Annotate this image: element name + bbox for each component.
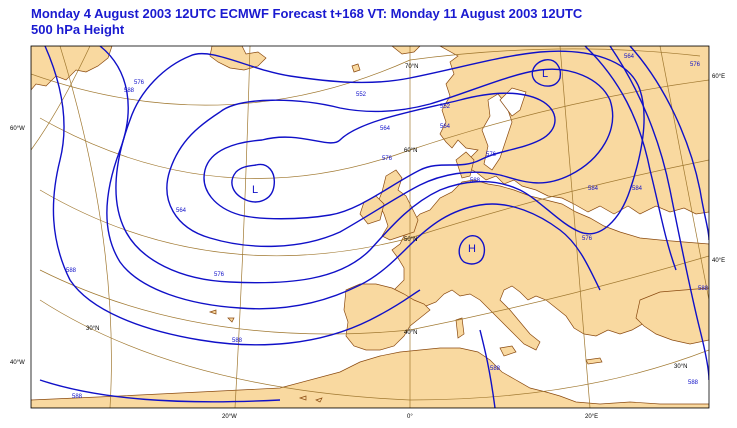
land-azores: [208, 309, 235, 323]
land-canaries: [298, 395, 323, 403]
contour-label: 564: [380, 126, 391, 132]
contour-label: 588: [72, 394, 83, 400]
land-crete: [585, 357, 603, 365]
right-label-40e: 40°E: [712, 258, 725, 264]
low-atlantic-label: L: [252, 184, 258, 196]
pressure-centers: L L H: [252, 68, 548, 255]
contour-label: 588: [66, 268, 77, 274]
contour-label: 564: [176, 208, 187, 214]
contour-592-south: [39, 379, 281, 403]
contour-576: [115, 50, 645, 284]
contour-label: 588: [698, 286, 709, 292]
land-greenland: [31, 46, 113, 91]
lat-30n: [39, 299, 709, 401]
map-subtitle: 500 hPa Height: [31, 22, 125, 37]
contour-label: 552: [356, 92, 367, 98]
contour-label: 576: [690, 62, 701, 68]
contour-label: 564: [624, 54, 635, 60]
lon-40w: [59, 46, 112, 408]
left-label-40w: 40°W: [10, 360, 25, 366]
sea-gulf-bothnia: [499, 87, 527, 117]
lon-20e: [559, 46, 591, 408]
land-iceland: [209, 46, 267, 71]
contour-588-west: [99, 46, 601, 310]
lat-70n: [31, 48, 701, 106]
low-scandinavia-label: L: [542, 68, 548, 80]
lon-60w: [31, 46, 91, 151]
lat-40n: [39, 255, 709, 335]
land-anatolia: [635, 287, 709, 345]
contour-label: 588: [124, 88, 135, 94]
high-france-label: H: [468, 243, 476, 255]
contour-588-south: [479, 329, 496, 408]
contour-584-east: [584, 46, 677, 271]
lon-label-20w: 20°W: [222, 414, 237, 420]
contour-label: 588: [490, 366, 501, 372]
contour-label: 588: [688, 380, 699, 386]
contour-label: 588: [232, 338, 243, 344]
land-scandinavia-russia: [439, 46, 709, 215]
lat-label-30n-west: 30°N: [86, 326, 99, 332]
grid-labels: 70°N 60°N 50°N 40°N 30°N 20°W 0° 20°E 60…: [10, 64, 725, 420]
contour-label: 584: [588, 186, 599, 192]
contour-576-east: [629, 46, 709, 241]
contour-atlantic-low-inner: [231, 163, 275, 203]
contour-label: 588: [470, 178, 481, 184]
contour-label: 564: [440, 124, 451, 130]
map-title: Monday 4 August 2003 12UTC ECMWF Forecas…: [31, 6, 583, 21]
contour-label: 576: [382, 156, 393, 162]
contour-labels: 552 564 564 576 576 576 588 588 588 588 …: [66, 54, 709, 400]
contour-564: [166, 68, 614, 248]
height-contours: [39, 46, 709, 408]
lat-label-60n: 60°N: [404, 148, 417, 154]
right-label-60e: 60°E: [712, 74, 725, 80]
contour-588-east: [609, 46, 709, 381]
contour-label: 576: [214, 272, 225, 278]
land-sardinia: [455, 317, 465, 339]
land-arctic-islands: [391, 46, 421, 55]
lon-label-20e: 20°E: [585, 414, 598, 420]
contour-552: [203, 92, 556, 220]
contour-label: 552: [440, 104, 451, 110]
contour-high-france: [458, 235, 486, 265]
contour-low-scandinavia: [531, 59, 562, 87]
contour-label: 576: [582, 236, 593, 242]
land-small-islands: [351, 63, 361, 73]
lat-label-30n-east: 30°N: [674, 364, 687, 370]
contour-588-outer: [44, 46, 421, 346]
lat-label-70n: 70°N: [405, 64, 418, 70]
land-north-africa: [31, 347, 709, 408]
lat-label-40n: 40°N: [404, 330, 417, 336]
land-sicily: [499, 345, 517, 357]
contour-label: 576: [134, 80, 145, 86]
graticule: [31, 46, 709, 408]
land-continental-europe: [387, 179, 709, 351]
contour-label: 584: [632, 186, 643, 192]
left-label-60w: 60°W: [10, 126, 25, 132]
lat-label-50n: 50°N: [404, 237, 417, 243]
lat-60n: [39, 79, 709, 179]
lon-label-0: 0°: [407, 414, 413, 420]
contour-label: 576: [486, 152, 497, 158]
map-frame: [30, 45, 710, 409]
lon-40e: [659, 46, 709, 301]
lat-50n: [39, 159, 709, 257]
lon-20w: [234, 46, 251, 408]
